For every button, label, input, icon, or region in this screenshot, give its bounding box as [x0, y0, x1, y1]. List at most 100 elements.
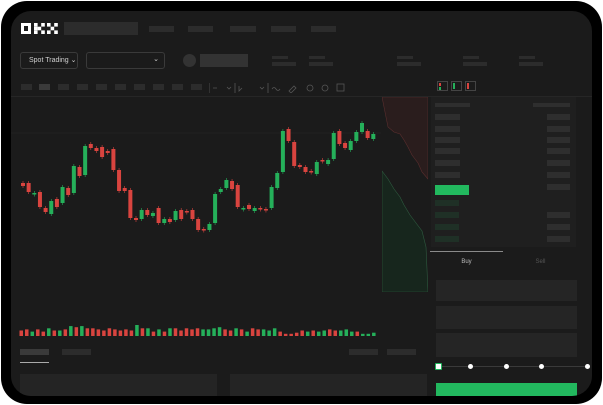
- candle[interactable]: [88, 144, 93, 148]
- timeframe-button[interactable]: [172, 84, 183, 90]
- candle[interactable]: [190, 210, 195, 219]
- candle[interactable]: [286, 129, 291, 141]
- price-input[interactable]: [436, 280, 577, 301]
- candle[interactable]: [49, 201, 54, 214]
- tab-buy[interactable]: Buy: [461, 259, 472, 265]
- candle[interactable]: [241, 208, 246, 210]
- total-input[interactable]: [436, 333, 577, 357]
- candle[interactable]: [128, 190, 133, 218]
- timeframe-button[interactable]: [96, 84, 107, 90]
- candle[interactable]: [235, 185, 240, 207]
- candle[interactable]: [167, 219, 172, 222]
- candle[interactable]: [247, 205, 251, 209]
- timeframe-button[interactable]: [58, 84, 69, 90]
- candle[interactable]: [263, 209, 268, 211]
- candle[interactable]: [292, 142, 297, 166]
- filter-button[interactable]: [349, 349, 378, 355]
- percent-slider-handle[interactable]: [435, 363, 442, 370]
- candle[interactable]: [156, 208, 161, 223]
- slider-step-50[interactable]: [504, 364, 509, 369]
- filter-button[interactable]: [387, 349, 416, 355]
- chevron-down-icon[interactable]: [259, 86, 265, 90]
- candle[interactable]: [37, 192, 42, 207]
- chevron-down-icon[interactable]: [226, 86, 232, 90]
- candle[interactable]: [354, 132, 359, 141]
- candle[interactable]: [303, 167, 308, 172]
- candle[interactable]: [207, 224, 212, 230]
- candle[interactable]: [360, 123, 364, 132]
- candle[interactable]: [173, 211, 178, 220]
- candle[interactable]: [326, 160, 331, 164]
- candle[interactable]: [343, 143, 348, 148]
- candle[interactable]: [230, 181, 235, 189]
- candle[interactable]: [224, 180, 229, 188]
- candle[interactable]: [71, 166, 76, 193]
- orderbook-both-icon[interactable]: [437, 81, 448, 91]
- candle[interactable]: [179, 210, 184, 219]
- candle[interactable]: [201, 229, 206, 231]
- candle[interactable]: [162, 219, 167, 223]
- candle[interactable]: [60, 187, 65, 203]
- camera-icon[interactable]: [306, 84, 314, 92]
- candle[interactable]: [77, 167, 82, 176]
- nav-item[interactable]: [230, 26, 256, 32]
- nav-item[interactable]: [188, 26, 213, 32]
- orderbook-asks-icon[interactable]: [465, 81, 476, 91]
- candle[interactable]: [43, 208, 48, 212]
- candle[interactable]: [54, 199, 59, 207]
- line-style-icon[interactable]: [271, 87, 281, 91]
- candle[interactable]: [21, 183, 25, 186]
- candle[interactable]: [184, 211, 189, 213]
- candle[interactable]: [275, 173, 280, 188]
- candle[interactable]: [269, 187, 274, 208]
- buy-submit-button[interactable]: [436, 383, 577, 396]
- timeframe-button[interactable]: [191, 84, 202, 90]
- pair-selector-dropdown[interactable]: ⌄: [86, 52, 165, 69]
- orderbook-bids-icon[interactable]: [451, 81, 462, 91]
- candle[interactable]: [83, 146, 88, 175]
- slider-step-25[interactable]: [468, 364, 473, 369]
- nav-item[interactable]: [149, 26, 174, 32]
- candle[interactable]: [105, 151, 110, 153]
- candle[interactable]: [348, 141, 353, 150]
- tab-sell[interactable]: Sell: [535, 259, 546, 265]
- timeframe-button[interactable]: [115, 84, 126, 90]
- nav-item[interactable]: [271, 26, 296, 32]
- candle[interactable]: [117, 170, 122, 191]
- slider-step-75[interactable]: [539, 364, 544, 369]
- candle[interactable]: [145, 210, 150, 215]
- last-price-indicator[interactable]: [435, 185, 469, 195]
- candle[interactable]: [218, 189, 223, 192]
- candle[interactable]: [122, 188, 127, 191]
- candle[interactable]: [139, 210, 144, 219]
- candle[interactable]: [111, 149, 116, 170]
- tab-order-history[interactable]: [62, 349, 91, 355]
- candle[interactable]: [337, 131, 342, 144]
- candle[interactable]: [32, 193, 37, 195]
- timeframe-button[interactable]: [134, 84, 145, 90]
- slider-step-100[interactable]: [585, 364, 590, 369]
- indicator-icon[interactable]: [238, 86, 243, 92]
- settings-icon[interactable]: [321, 84, 329, 92]
- search-bar[interactable]: [64, 22, 138, 35]
- candle[interactable]: [309, 171, 314, 173]
- candle[interactable]: [314, 162, 319, 174]
- candle[interactable]: [100, 147, 105, 157]
- candle[interactable]: [196, 219, 201, 230]
- percent-slider-track[interactable]: [439, 366, 589, 367]
- candle[interactable]: [297, 165, 302, 167]
- candle[interactable]: [66, 188, 71, 195]
- candle[interactable]: [365, 131, 370, 138]
- amount-input[interactable]: [436, 306, 577, 329]
- candle[interactable]: [280, 131, 285, 172]
- candle[interactable]: [258, 208, 263, 210]
- candle[interactable]: [320, 160, 325, 162]
- candle[interactable]: [213, 194, 218, 223]
- candle[interactable]: [331, 133, 336, 159]
- timeframe-button[interactable]: [77, 84, 88, 90]
- timeframe-button[interactable]: [21, 84, 32, 90]
- candle[interactable]: [134, 218, 138, 220]
- fullscreen-icon[interactable]: [336, 83, 345, 92]
- okx-logo[interactable]: [21, 23, 58, 34]
- candlestick-chart[interactable]: [11, 97, 431, 337]
